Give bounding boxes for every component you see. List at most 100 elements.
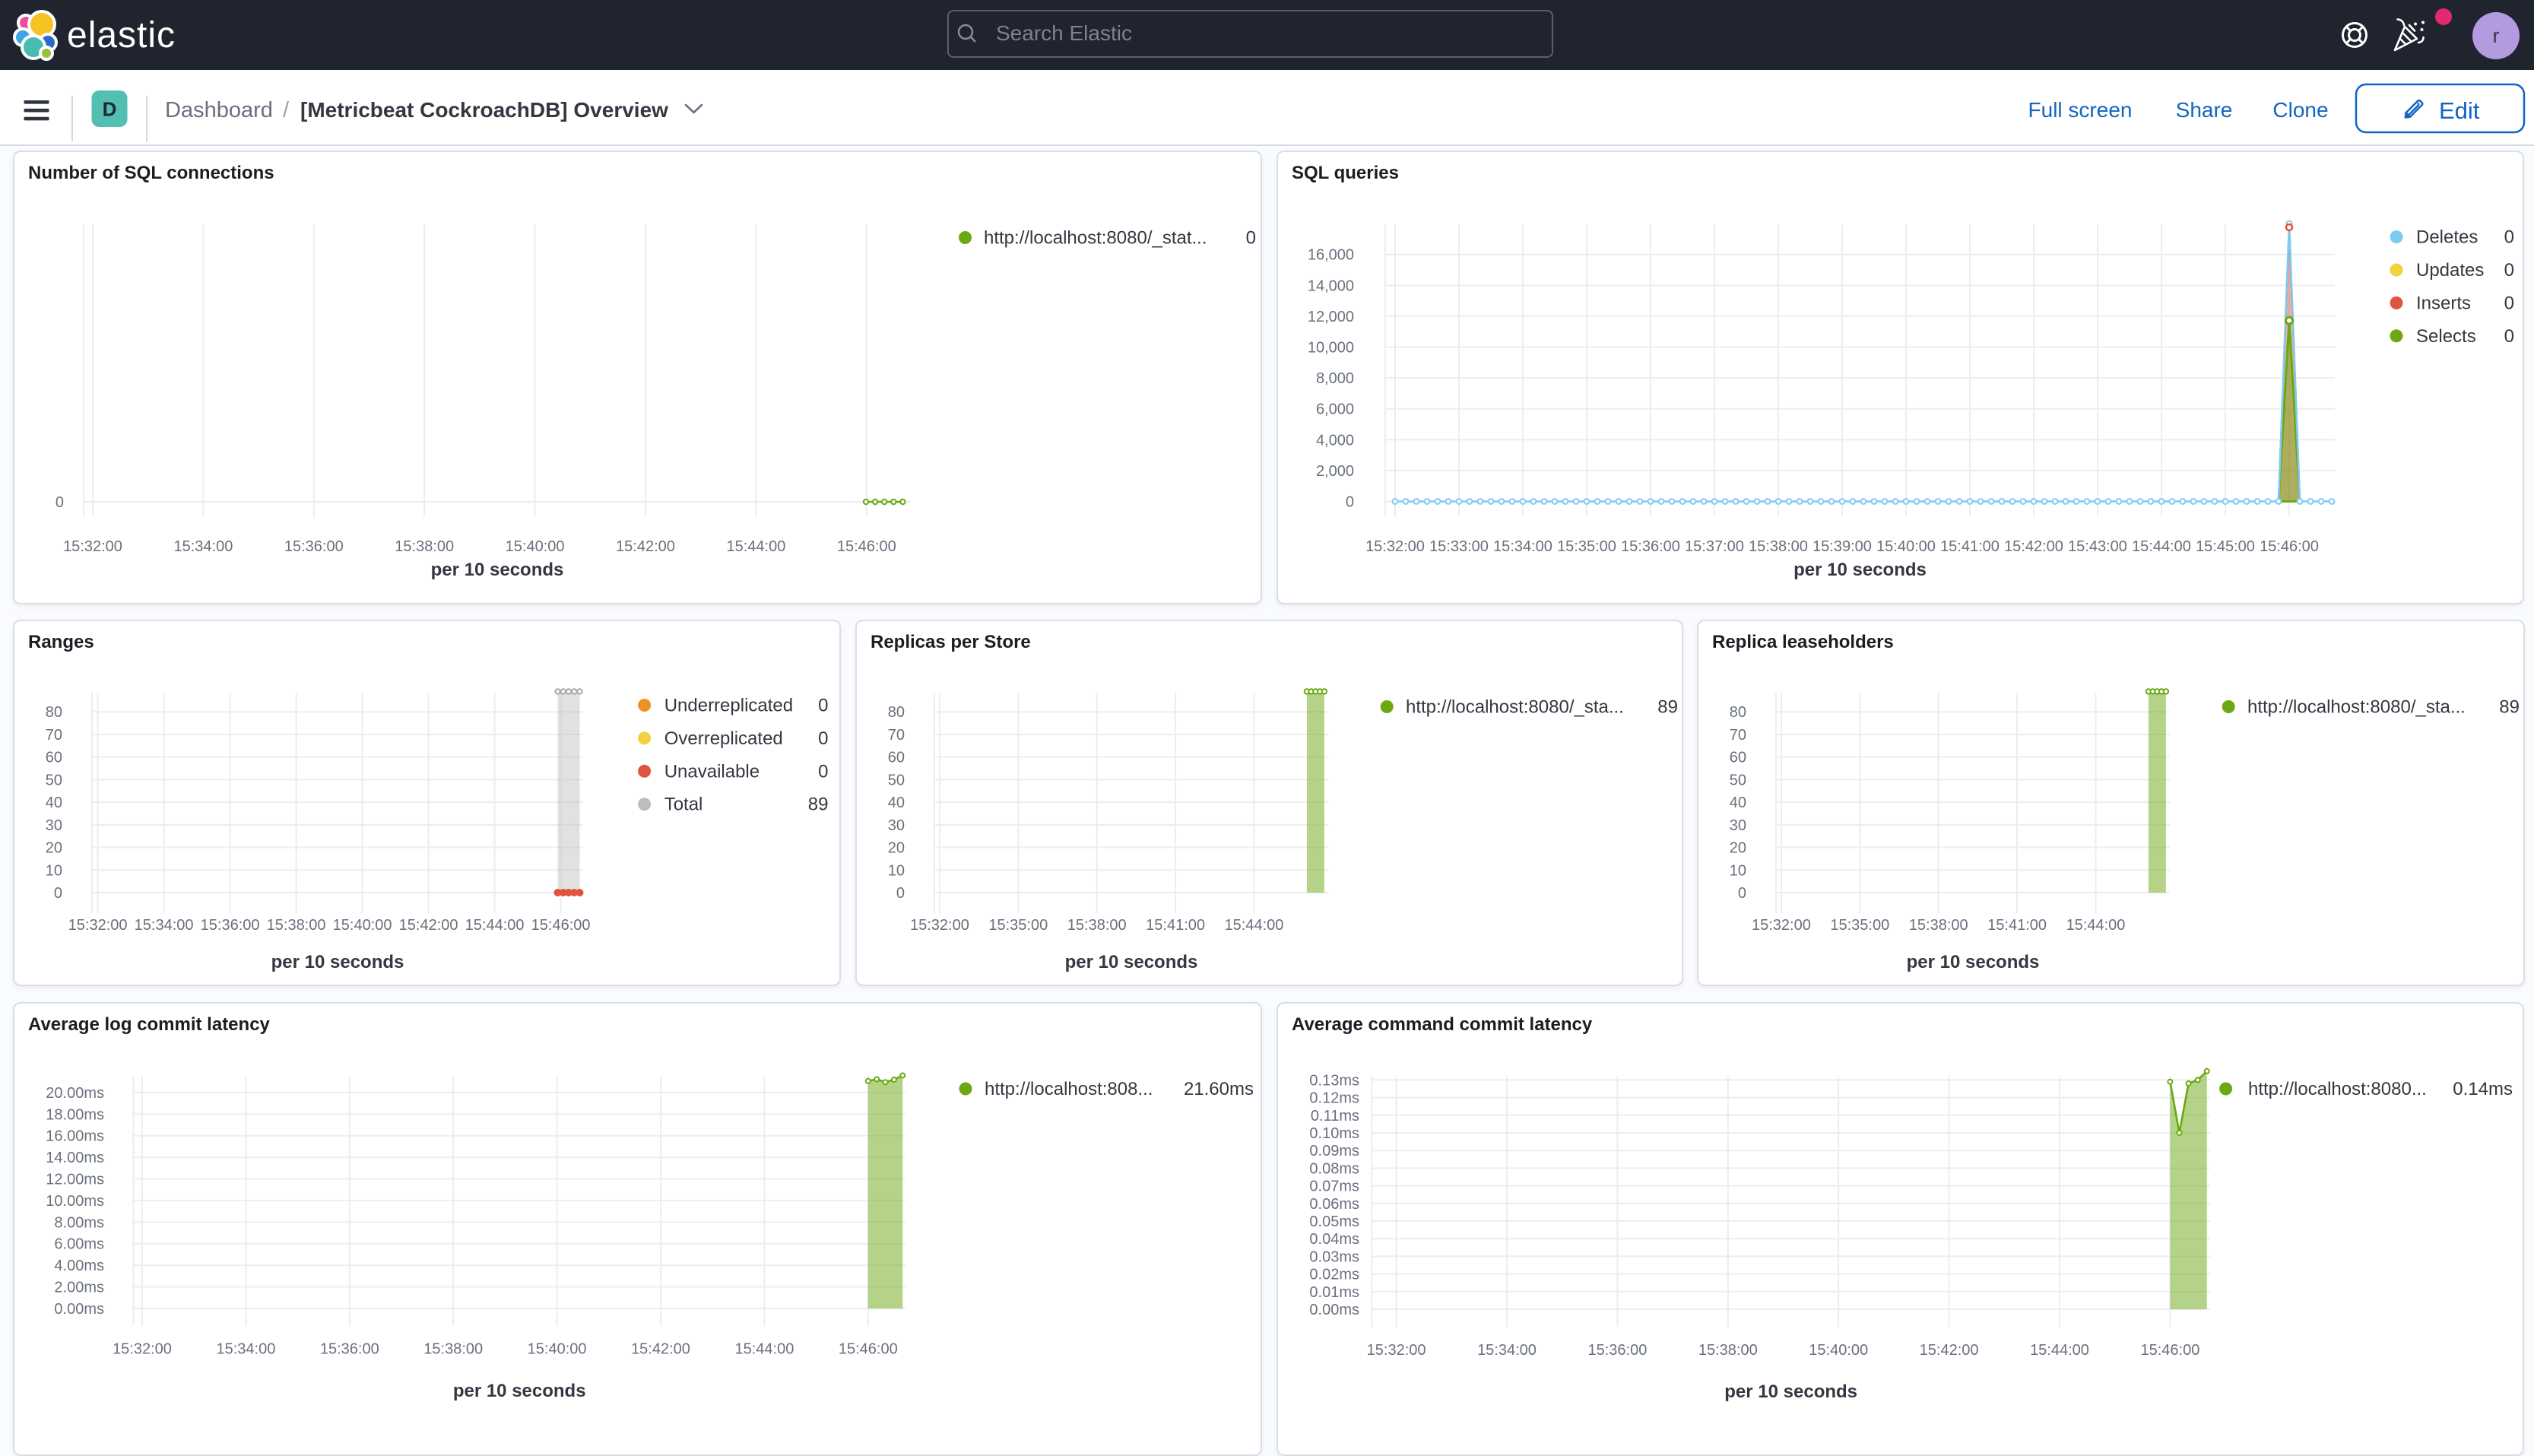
svg-text:0: 0 bbox=[896, 885, 904, 902]
svg-text:0.14ms: 0.14ms bbox=[2453, 1079, 2513, 1099]
svg-text:10: 10 bbox=[887, 862, 904, 879]
svg-text:40: 40 bbox=[46, 795, 62, 811]
svg-text:Underreplicated: Underreplicated bbox=[664, 696, 793, 716]
svg-text:0: 0 bbox=[818, 761, 828, 782]
svg-text:0.10ms: 0.10ms bbox=[1309, 1125, 1359, 1142]
svg-text:12,000: 12,000 bbox=[1308, 309, 1354, 325]
svg-text:15:46:00: 15:46:00 bbox=[531, 917, 591, 934]
svg-text:15:42:00: 15:42:00 bbox=[631, 1341, 690, 1358]
svg-text:15:43:00: 15:43:00 bbox=[2068, 538, 2127, 555]
svg-text:6,000: 6,000 bbox=[1316, 401, 1354, 418]
svg-text:0.01ms: 0.01ms bbox=[1309, 1284, 1359, 1301]
svg-text:20.00ms: 20.00ms bbox=[46, 1085, 104, 1102]
svg-text:15:38:00: 15:38:00 bbox=[267, 917, 326, 934]
svg-text:70: 70 bbox=[46, 727, 62, 744]
svg-text:20: 20 bbox=[1729, 840, 1746, 857]
svg-text:0: 0 bbox=[1246, 228, 1256, 249]
svg-text:Search Elastic: Search Elastic bbox=[996, 21, 1132, 45]
svg-text:Average log commit latency: Average log commit latency bbox=[28, 1014, 271, 1035]
svg-text:15:46:00: 15:46:00 bbox=[2260, 538, 2319, 555]
svg-text:15:41:00: 15:41:00 bbox=[1146, 917, 1205, 934]
svg-text:15:40:00: 15:40:00 bbox=[506, 538, 565, 555]
svg-text:15:38:00: 15:38:00 bbox=[1067, 917, 1126, 934]
svg-text:Deletes: Deletes bbox=[2416, 227, 2478, 248]
svg-text:80: 80 bbox=[887, 704, 904, 721]
svg-text:15:41:00: 15:41:00 bbox=[1987, 917, 2047, 934]
svg-text:14,000: 14,000 bbox=[1308, 278, 1354, 294]
svg-text:Unavailable: Unavailable bbox=[664, 761, 760, 782]
svg-text:15:38:00: 15:38:00 bbox=[1698, 1342, 1758, 1359]
svg-text:30: 30 bbox=[1729, 817, 1746, 834]
svg-text:15:35:00: 15:35:00 bbox=[1557, 538, 1616, 555]
svg-text:http://localhost:808...: http://localhost:808... bbox=[985, 1079, 1153, 1099]
svg-text:15:34:00: 15:34:00 bbox=[1493, 538, 1552, 555]
svg-text:0.13ms: 0.13ms bbox=[1309, 1072, 1359, 1089]
svg-text:12.00ms: 12.00ms bbox=[46, 1172, 104, 1188]
svg-text:0: 0 bbox=[54, 885, 62, 902]
svg-text:SQL queries: SQL queries bbox=[1292, 163, 1399, 183]
svg-text:4.00ms: 4.00ms bbox=[54, 1258, 104, 1274]
svg-text:15:44:00: 15:44:00 bbox=[2132, 538, 2191, 555]
svg-text:14.00ms: 14.00ms bbox=[46, 1150, 104, 1166]
svg-text:15:42:00: 15:42:00 bbox=[1920, 1342, 1979, 1359]
svg-text:r: r bbox=[2493, 24, 2500, 47]
svg-text:15:44:00: 15:44:00 bbox=[2030, 1342, 2089, 1359]
svg-text:15:35:00: 15:35:00 bbox=[1830, 917, 1889, 934]
svg-text:0: 0 bbox=[56, 494, 64, 511]
svg-text:15:41:00: 15:41:00 bbox=[1940, 538, 2000, 555]
svg-text:[Metricbeat CockroachDB] Overv: [Metricbeat CockroachDB] Overview bbox=[300, 98, 668, 122]
svg-text:15:46:00: 15:46:00 bbox=[839, 1341, 898, 1358]
svg-text:15:34:00: 15:34:00 bbox=[1477, 1342, 1537, 1359]
svg-text:15:33:00: 15:33:00 bbox=[1429, 538, 1489, 555]
svg-text:/: / bbox=[283, 98, 290, 122]
svg-text:0.03ms: 0.03ms bbox=[1309, 1248, 1359, 1265]
svg-text:0.05ms: 0.05ms bbox=[1309, 1213, 1359, 1230]
svg-text:30: 30 bbox=[887, 817, 904, 834]
svg-text:30: 30 bbox=[46, 817, 62, 834]
svg-text:http://localhost:8080/_sta...: http://localhost:8080/_sta... bbox=[2247, 697, 2466, 718]
svg-text:50: 50 bbox=[887, 772, 904, 788]
svg-text:15:42:00: 15:42:00 bbox=[2004, 538, 2063, 555]
svg-text:89: 89 bbox=[2499, 697, 2520, 718]
svg-text:Clone: Clone bbox=[2272, 98, 2328, 122]
svg-text:10.00ms: 10.00ms bbox=[46, 1193, 104, 1210]
svg-text:per 10 seconds: per 10 seconds bbox=[1906, 952, 2039, 972]
svg-text:Share: Share bbox=[2176, 98, 2233, 122]
svg-text:15:44:00: 15:44:00 bbox=[734, 1341, 794, 1358]
svg-text:elastic: elastic bbox=[67, 15, 176, 56]
svg-text:50: 50 bbox=[46, 772, 62, 788]
svg-text:15:36:00: 15:36:00 bbox=[201, 917, 260, 934]
svg-text:70: 70 bbox=[887, 727, 904, 744]
svg-text:http://localhost:8080...: http://localhost:8080... bbox=[2248, 1079, 2427, 1099]
svg-text:0.11ms: 0.11ms bbox=[1311, 1108, 1359, 1125]
svg-text:Updates: Updates bbox=[2416, 260, 2484, 281]
svg-text:15:40:00: 15:40:00 bbox=[333, 917, 392, 934]
svg-text:15:37:00: 15:37:00 bbox=[1685, 538, 1744, 555]
svg-text:10,000: 10,000 bbox=[1308, 340, 1354, 357]
svg-text:20: 20 bbox=[46, 840, 62, 857]
svg-text:0.08ms: 0.08ms bbox=[1309, 1160, 1359, 1177]
svg-text:21.60ms: 21.60ms bbox=[1184, 1079, 1254, 1099]
svg-text:15:44:00: 15:44:00 bbox=[726, 538, 785, 555]
svg-text:80: 80 bbox=[1729, 704, 1746, 721]
svg-text:15:44:00: 15:44:00 bbox=[465, 917, 525, 934]
svg-text:15:46:00: 15:46:00 bbox=[837, 538, 896, 555]
svg-text:70: 70 bbox=[1729, 727, 1746, 744]
svg-text:Overreplicated: Overreplicated bbox=[664, 728, 783, 749]
svg-text:per 10 seconds: per 10 seconds bbox=[431, 560, 564, 580]
svg-text:80: 80 bbox=[46, 704, 62, 721]
svg-text:15:34:00: 15:34:00 bbox=[216, 1341, 275, 1358]
svg-text:0: 0 bbox=[818, 696, 828, 716]
svg-text:0.02ms: 0.02ms bbox=[1309, 1267, 1359, 1283]
svg-text:15:32:00: 15:32:00 bbox=[909, 917, 969, 934]
svg-text:15:42:00: 15:42:00 bbox=[616, 538, 675, 555]
svg-text:per 10 seconds: per 10 seconds bbox=[1793, 560, 1927, 580]
svg-text:0: 0 bbox=[1346, 494, 1354, 511]
svg-text:0: 0 bbox=[1737, 885, 1746, 902]
svg-text:15:45:00: 15:45:00 bbox=[2196, 538, 2255, 555]
svg-text:15:32:00: 15:32:00 bbox=[1367, 1342, 1426, 1359]
svg-text:0.12ms: 0.12ms bbox=[1309, 1090, 1359, 1107]
svg-text:per 10 seconds: per 10 seconds bbox=[453, 1381, 586, 1401]
svg-text:15:38:00: 15:38:00 bbox=[1908, 917, 1968, 934]
svg-text:0.00ms: 0.00ms bbox=[1309, 1302, 1359, 1318]
